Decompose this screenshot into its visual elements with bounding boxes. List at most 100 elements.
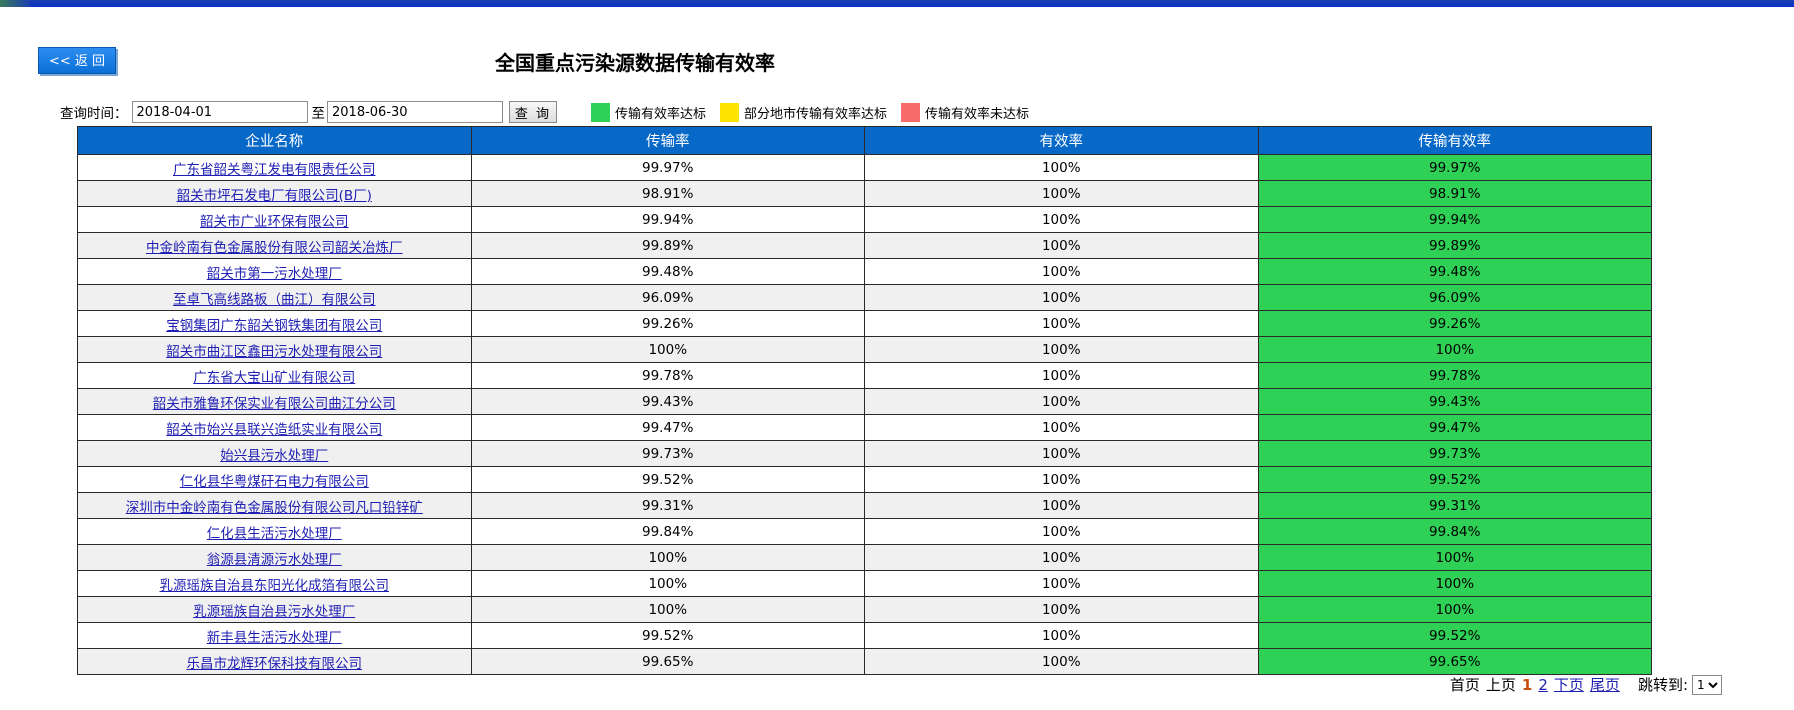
effective-rate-cell: 96.09%	[1257, 284, 1652, 311]
transmission-rate-cell: 99.89%	[470, 232, 865, 259]
company-name-cell: 乐昌市龙辉环保科技有限公司	[77, 648, 472, 675]
validity-rate-cell: 100%	[864, 414, 1259, 441]
query-button[interactable]: 查 询	[509, 101, 557, 123]
page-title: 全国重点污染源数据传输有效率	[495, 51, 775, 75]
effective-rate-cell: 98.91%	[1257, 180, 1652, 207]
company-name-cell: 乳源瑶族自治县污水处理厂	[77, 596, 472, 623]
transmission-rate-cell: 96.09%	[470, 284, 865, 311]
next-page-link[interactable]: 下页	[1553, 676, 1584, 694]
company-link[interactable]: 韶关市始兴县联兴造纸实业有限公司	[166, 421, 383, 438]
transmission-rate-cell: 99.48%	[470, 258, 865, 285]
effective-rate-cell: 99.97%	[1257, 154, 1652, 181]
legend-label: 部分地市传输有效率达标	[744, 106, 888, 122]
table-row: 翁源县清源污水处理厂 100% 100% 100%	[77, 544, 1652, 571]
transmission-rate-cell: 99.97%	[470, 154, 865, 181]
transmission-rate-cell: 99.47%	[470, 414, 865, 441]
pagination: 首页 上页 1 2 下页 尾页 跳转到: 1	[1444, 674, 1722, 695]
company-name-cell: 韶关市坪石发电厂有限公司(B厂)	[77, 180, 472, 207]
validity-rate-cell: 100%	[864, 154, 1259, 181]
validity-rate-cell: 100%	[864, 310, 1259, 337]
query-time-label: 查询时间：	[60, 106, 128, 122]
effective-rate-cell: 100%	[1257, 596, 1652, 623]
table-row: 韶关市坪石发电厂有限公司(B厂) 98.91% 100% 98.91%	[77, 180, 1652, 207]
effective-rate-cell: 99.65%	[1257, 648, 1652, 675]
legend-item-partial: 部分地市传输有效率达标	[720, 102, 888, 122]
company-name-cell: 韶关市始兴县联兴造纸实业有限公司	[77, 414, 472, 441]
company-link[interactable]: 深圳市中金岭南有色金属股份有限公司凡口铅锌矿	[125, 499, 423, 516]
legend: 传输有效率达标 部分地市传输有效率达标 传输有效率未达标	[591, 102, 1043, 122]
jump-to-label: 跳转到:	[1637, 676, 1688, 694]
table-row: 至卓飞高线路板（曲江）有限公司 96.09% 100% 96.09%	[77, 284, 1652, 311]
transmission-rate-cell: 99.31%	[470, 492, 865, 519]
start-date-input[interactable]	[131, 101, 308, 123]
table-row: 韶关市广业环保有限公司 99.94% 100% 99.94%	[77, 206, 1652, 233]
company-link[interactable]: 始兴县污水处理厂	[220, 447, 329, 464]
company-link[interactable]: 广东省韶关粤江发电有限责任公司	[173, 161, 376, 178]
validity-rate-cell: 100%	[864, 622, 1259, 649]
green-swatch-icon	[591, 102, 610, 122]
validity-rate-cell: 100%	[864, 336, 1259, 363]
effective-rate-cell: 99.47%	[1257, 414, 1652, 441]
company-link[interactable]: 韶关市曲江区鑫田污水处理有限公司	[166, 343, 383, 360]
table-row: 乐昌市龙辉环保科技有限公司 99.65% 100% 99.65%	[77, 648, 1652, 675]
table-row: 韶关市始兴县联兴造纸实业有限公司 99.47% 100% 99.47%	[77, 414, 1652, 441]
table-row: 乳源瑶族自治县污水处理厂 100% 100% 100%	[77, 596, 1652, 623]
table-row: 始兴县污水处理厂 99.73% 100% 99.73%	[77, 440, 1652, 467]
top-banner	[0, 0, 1794, 7]
validity-rate-cell: 100%	[864, 544, 1259, 571]
company-name-cell: 至卓飞高线路板（曲江）有限公司	[77, 284, 472, 311]
company-link[interactable]: 至卓飞高线路板（曲江）有限公司	[173, 291, 376, 308]
company-link[interactable]: 乳源瑶族自治县东阳光化成箔有限公司	[159, 577, 390, 594]
transmission-rate-cell: 99.73%	[470, 440, 865, 467]
company-name-cell: 韶关市雅鲁环保实业有限公司曲江分公司	[77, 388, 472, 415]
transmission-rate-cell: 100%	[470, 544, 865, 571]
column-header-transmission: 传输率	[470, 126, 865, 155]
company-name-cell: 中金岭南有色金属股份有限公司韶关冶炼厂	[77, 232, 472, 259]
transmission-rate-cell: 99.52%	[470, 466, 865, 493]
transmission-rate-cell: 100%	[470, 570, 865, 597]
company-link[interactable]: 宝钢集团广东韶关钢铁集团有限公司	[166, 317, 383, 334]
company-link[interactable]: 仁化县华粤煤矸石电力有限公司	[179, 473, 369, 490]
effective-rate-cell: 99.84%	[1257, 518, 1652, 545]
company-name-cell: 宝钢集团广东韶关钢铁集团有限公司	[77, 310, 472, 337]
company-link[interactable]: 韶关市坪石发电厂有限公司(B厂)	[176, 187, 372, 204]
red-swatch-icon	[901, 102, 921, 122]
last-page-link[interactable]: 尾页	[1589, 676, 1620, 694]
query-bar: 查询时间： 至 查 询 传输有效率达标 部分地市传输有效率达标 传输有效率未达标	[60, 100, 1043, 124]
end-date-input[interactable]	[327, 101, 503, 123]
table-row: 仁化县生活污水处理厂 99.84% 100% 99.84%	[77, 518, 1652, 545]
table-row: 中金岭南有色金属股份有限公司韶关冶炼厂 99.89% 100% 99.89%	[77, 232, 1652, 259]
effective-rate-cell: 99.78%	[1257, 362, 1652, 389]
company-link[interactable]: 中金岭南有色金属股份有限公司韶关冶炼厂	[146, 239, 403, 256]
company-link[interactable]: 翁源县清源污水处理厂	[206, 551, 342, 568]
validity-rate-cell: 100%	[864, 648, 1259, 675]
company-link[interactable]: 韶关市雅鲁环保实业有限公司曲江分公司	[152, 395, 396, 412]
company-name-cell: 深圳市中金岭南有色金属股份有限公司凡口铅锌矿	[77, 492, 472, 519]
company-link[interactable]: 广东省大宝山矿业有限公司	[193, 369, 356, 386]
legend-item-pass: 传输有效率达标	[591, 102, 706, 122]
company-link[interactable]: 韶关市广业环保有限公司	[200, 213, 349, 230]
jump-page-select[interactable]: 1	[1692, 674, 1722, 695]
page-2-link[interactable]: 2	[1538, 675, 1548, 694]
company-name-cell: 仁化县生活污水处理厂	[77, 518, 472, 545]
table-row: 广东省大宝山矿业有限公司 99.78% 100% 99.78%	[77, 362, 1652, 389]
company-name-cell: 始兴县污水处理厂	[77, 440, 472, 467]
back-button[interactable]: << 返 回	[38, 47, 116, 74]
transmission-rate-cell: 99.26%	[470, 310, 865, 337]
validity-rate-cell: 100%	[864, 284, 1259, 311]
effective-rate-cell: 99.48%	[1257, 258, 1652, 285]
company-link[interactable]: 韶关市第一污水处理厂	[206, 265, 342, 282]
company-name-cell: 新丰县生活污水处理厂	[77, 622, 472, 649]
column-header-effective: 传输有效率	[1257, 126, 1652, 155]
transmission-rate-cell: 99.94%	[470, 206, 865, 233]
table-row: 韶关市雅鲁环保实业有限公司曲江分公司 99.43% 100% 99.43%	[77, 388, 1652, 415]
validity-rate-cell: 100%	[864, 206, 1259, 233]
validity-rate-cell: 100%	[864, 258, 1259, 285]
legend-label: 传输有效率未达标	[925, 106, 1030, 122]
company-link[interactable]: 乐昌市龙辉环保科技有限公司	[186, 655, 363, 672]
table-body: 广东省韶关粤江发电有限责任公司 99.97% 100% 99.97% 韶关市坪石发电厂有…	[77, 154, 1652, 675]
company-link[interactable]: 新丰县生活污水处理厂	[206, 629, 342, 646]
table-row: 宝钢集团广东韶关钢铁集团有限公司 99.26% 100% 99.26%	[77, 310, 1652, 337]
company-link[interactable]: 乳源瑶族自治县污水处理厂	[193, 603, 356, 620]
company-link[interactable]: 仁化县生活污水处理厂	[206, 525, 342, 542]
